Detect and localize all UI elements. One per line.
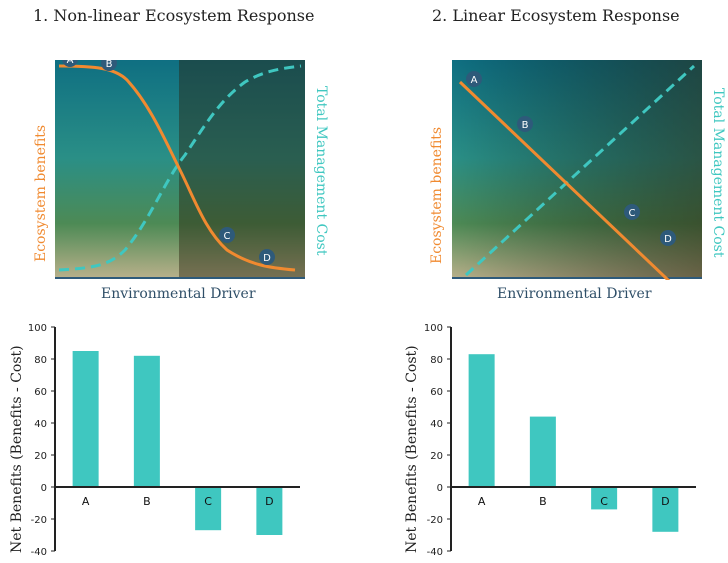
linear-response-chart: A B C D	[452, 60, 702, 280]
y-tick-label: 80	[430, 355, 443, 366]
category-label: A	[478, 495, 486, 508]
benefits-curve	[58, 64, 296, 272]
chart-1-right-axis-label: Total Management Cost	[313, 86, 329, 256]
y-tick-label: 40	[430, 419, 443, 430]
bar-b	[529, 416, 556, 487]
bar-d	[256, 487, 283, 535]
chart-1-x-axis-label: Environmental Driver	[101, 286, 256, 302]
point-d-marker: D	[259, 249, 275, 265]
category-label: D	[265, 495, 273, 508]
category-label: B	[143, 495, 151, 508]
chart-2-left-axis-label: Ecosystem benefits	[429, 126, 445, 264]
y-tick-label: -40	[31, 547, 47, 558]
bar-a	[72, 351, 99, 487]
point-c-label: C	[629, 208, 636, 219]
y-tick-label: 0	[437, 483, 443, 494]
y-tick-label: 100	[424, 323, 443, 334]
point-a-marker: A	[62, 60, 78, 67]
y-tick-label: 100	[28, 323, 47, 334]
benefits-line	[458, 80, 671, 280]
point-a-label: A	[471, 75, 478, 86]
bar-b	[133, 355, 160, 487]
net-benefits-bar-chart-nonlinear: 100 80 60 40 20 0 -20 -40 A B C D	[28, 323, 300, 558]
degradation-gradient-overlay	[452, 60, 702, 278]
y-tick-label: 40	[34, 419, 47, 430]
category-label: C	[600, 495, 608, 508]
y-tick-label: 20	[34, 451, 47, 462]
net-benefits-bar-chart-linear: 100 80 60 40 20 0 -20 -40 A B C D	[424, 323, 696, 558]
degraded-zone-overlay	[179, 60, 305, 278]
category-label: A	[82, 495, 90, 508]
point-c-label: C	[224, 231, 231, 242]
chart-2-title: 2. Linear Ecosystem Response	[432, 6, 680, 25]
point-c-marker: C	[219, 227, 235, 243]
y-tick-label: -40	[427, 547, 443, 558]
point-b-label: B	[106, 60, 113, 70]
cost-curve	[58, 64, 302, 272]
point-d-label: D	[263, 253, 271, 264]
bar-c	[195, 487, 222, 531]
point-c-marker: C	[624, 204, 640, 220]
y-tick-label: -20	[31, 515, 47, 526]
point-d-label: D	[664, 234, 672, 245]
point-a-marker: A	[466, 71, 482, 87]
bar-a	[468, 354, 495, 487]
bar-chart-1-y-axis-label: Net Benefits (Benefits - Cost)	[9, 345, 25, 553]
cost-line	[464, 64, 696, 277]
bar-chart-2-y-axis-label: Net Benefits (Benefits - Cost)	[404, 345, 420, 553]
y-tick-label: 60	[34, 387, 47, 398]
point-b-marker: B	[101, 60, 117, 71]
y-tick-label: 20	[430, 451, 443, 462]
chart-1-left-axis-label: Ecosystem benefits	[33, 124, 49, 262]
point-a-label: A	[67, 60, 74, 66]
chart-2-x-axis-label: Environmental Driver	[497, 286, 652, 302]
category-label: C	[204, 495, 212, 508]
chart-1-title: 1. Non-linear Ecosystem Response	[33, 6, 315, 25]
category-label: B	[539, 495, 547, 508]
y-tick-label: -20	[427, 515, 443, 526]
y-tick-label: 60	[430, 387, 443, 398]
nonlinear-response-chart: A B C D	[55, 60, 305, 279]
point-b-label: B	[522, 120, 529, 131]
y-tick-label: 80	[34, 355, 47, 366]
point-b-marker: B	[517, 116, 533, 132]
bar-d	[652, 487, 679, 532]
category-label: D	[661, 495, 669, 508]
y-tick-label: 0	[41, 483, 47, 494]
bar-c	[591, 487, 618, 510]
point-d-marker: D	[660, 230, 676, 246]
chart-2-right-axis-label: Total Management Cost	[710, 88, 726, 258]
